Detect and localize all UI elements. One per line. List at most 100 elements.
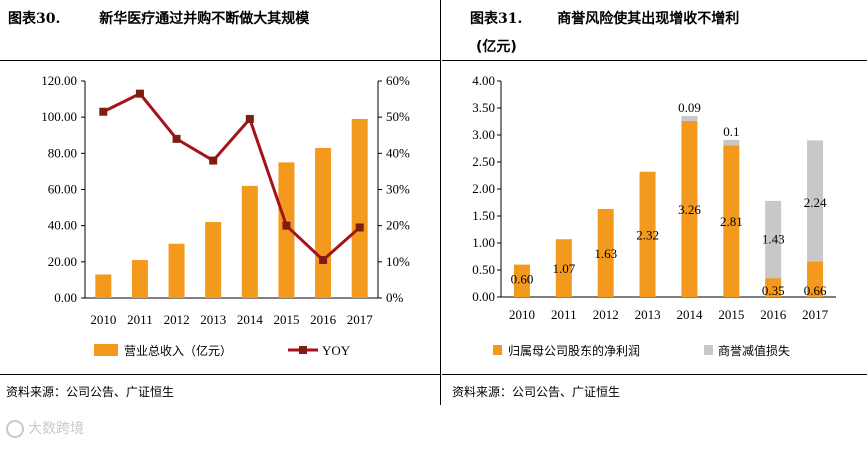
left-y-tick-label: 60.00 [48,182,77,197]
y-tick-label: 3.00 [472,127,495,142]
yoy-marker [172,134,181,143]
x-tick-label: 2017 [347,312,374,327]
net-profit-data-label: 1.07 [552,261,575,276]
legend-yoy-marker [299,346,307,354]
x-tick-label: 2014 [237,312,264,327]
yoy-marker [319,256,328,265]
x-tick-label: 2012 [593,307,619,322]
legend-revenue-swatch [94,344,118,356]
right-y-tick-label: 20% [386,218,410,233]
goodwill-impairment-bar [681,116,698,121]
left-source-rule [0,374,440,375]
x-tick-label: 2012 [164,312,190,327]
right-y-tick-label: 50% [386,109,410,124]
y-tick-label: 2.50 [472,154,495,169]
revenue-bar [241,185,258,298]
revenue-bar [205,222,222,298]
revenue-bar [278,162,295,298]
net-profit-data-label: 3.26 [678,202,701,217]
goodwill-impairment-bar [723,139,740,146]
goodwill-impairment-data-label: 0.09 [678,100,701,115]
goodwill-impairment-data-label: 2.24 [804,195,827,210]
net-profit-bar [513,264,530,297]
net-profit-bar [681,120,698,298]
left-figure-panel: 图表30. 新华医疗通过并购不断做大其规模 0.00 20.00 40.00 60.0… [0,8,440,399]
right-source-note: 资料来源：公司公告、广证恒生 [452,385,621,399]
x-tick-label: 2013 [200,312,226,327]
yoy-marker [245,114,254,123]
x-tick-label: 2011 [127,312,153,327]
left-y-tick-label: 0.00 [54,290,77,305]
right-profit-chart: 0.00 0.50 1.00 1.50 2.00 2.50 3.00 3.50 4.00 2010… [472,73,836,358]
legend-net-profit-swatch [493,345,502,355]
goodwill-impairment-bar [807,140,824,262]
left-figure-title: 图表30. 新华医疗通过并购不断做大其规模 [8,8,309,28]
right-source-rule [442,374,867,375]
revenue-bar [168,243,185,298]
left-y-tick-label: 100.00 [41,109,77,124]
x-tick-label: 2010 [90,312,116,327]
legend-net-profit-label: 归属母公司股东的净利润 [508,343,640,358]
left-source-note: 资料来源：公司公告、广证恒生 [6,385,175,399]
right-figure-title-text: 商誉风险使其出现增收不增利 [557,11,740,27]
y-tick-label: 0.50 [472,262,495,277]
legend-goodwill-swatch [704,345,713,355]
x-tick-label: 2015 [273,312,299,327]
right-y-tick-label: 10% [386,254,410,269]
left-y-tick-label: 120.00 [41,73,77,88]
y-tick-label: 2.00 [472,181,495,196]
y-tick-label: 1.50 [472,208,495,223]
net-profit-data-label: 0.60 [511,272,534,287]
left-figure-title-text: 新华医疗通过并购不断做大其规模 [99,11,310,27]
goodwill-impairment-data-label: 0.1 [723,124,739,139]
revenue-bar [131,260,148,298]
goodwill-impairment-data-label: 1.43 [762,231,785,246]
yoy-marker [135,89,144,98]
net-profit-bar [807,261,824,297]
x-tick-label: 2011 [551,307,577,322]
watermark-text: 大数跨境 [28,421,84,437]
yoy-marker [282,221,291,230]
right-y-tick-label: 60% [386,73,410,88]
x-tick-label: 2014 [676,307,703,322]
net-profit-data-label: 2.32 [636,227,659,242]
right-figure-panel: 图表31. 商誉风险使其出现增收不增利 (亿元) 0.00 0.50 1.00 1.5… [442,0,867,450]
legend-goodwill-label: 商誉减值损失 [718,343,790,358]
x-tick-label: 2016 [760,307,787,322]
revenue-bar [315,147,332,298]
x-tick-label: 2016 [310,312,337,327]
net-profit-bar [723,145,740,297]
revenue-bar [95,274,112,298]
panel-divider [440,0,441,405]
net-profit-data-label: 2.81 [720,214,743,229]
watermark-logo-icon [6,420,24,438]
legend-yoy-label: YOY [322,343,351,358]
net-profit-data-label: 0.35 [762,283,785,298]
net-profit-data-label: 0.66 [804,283,827,298]
y-tick-label: 1.00 [472,235,495,250]
yoy-line [102,91,361,263]
net-profit-bar [555,239,572,297]
x-tick-label: 2017 [802,307,829,322]
left-title-rule [0,60,440,61]
right-y-tick-label: 0% [386,290,404,305]
y-tick-label: 3.50 [472,100,495,115]
right-y-tick-label: 30% [386,182,410,197]
x-tick-label: 2013 [635,307,661,322]
left-y-tick-label: 80.00 [48,145,77,160]
x-tick-label: 2015 [718,307,744,322]
yoy-marker [355,223,364,232]
right-y-tick-label: 40% [386,145,410,160]
watermark: 大数跨境 [6,418,84,438]
left-y-tick-label: 20.00 [48,254,77,269]
left-y-tick-label: 40.00 [48,218,77,233]
net-profit-bar [597,208,614,297]
legend-revenue-label: 营业总收入（亿元） [124,343,232,358]
right-title-rule [442,60,867,61]
left-revenue-chart: 0.00 20.00 40.00 60.00 80.00 100.00 120.00 0% 10… [41,73,410,358]
yoy-marker [99,107,108,116]
net-profit-bar [639,171,656,297]
y-tick-label: 4.00 [472,73,495,88]
goodwill-impairment-bar [765,200,782,279]
y-tick-label: 0.00 [472,289,495,304]
